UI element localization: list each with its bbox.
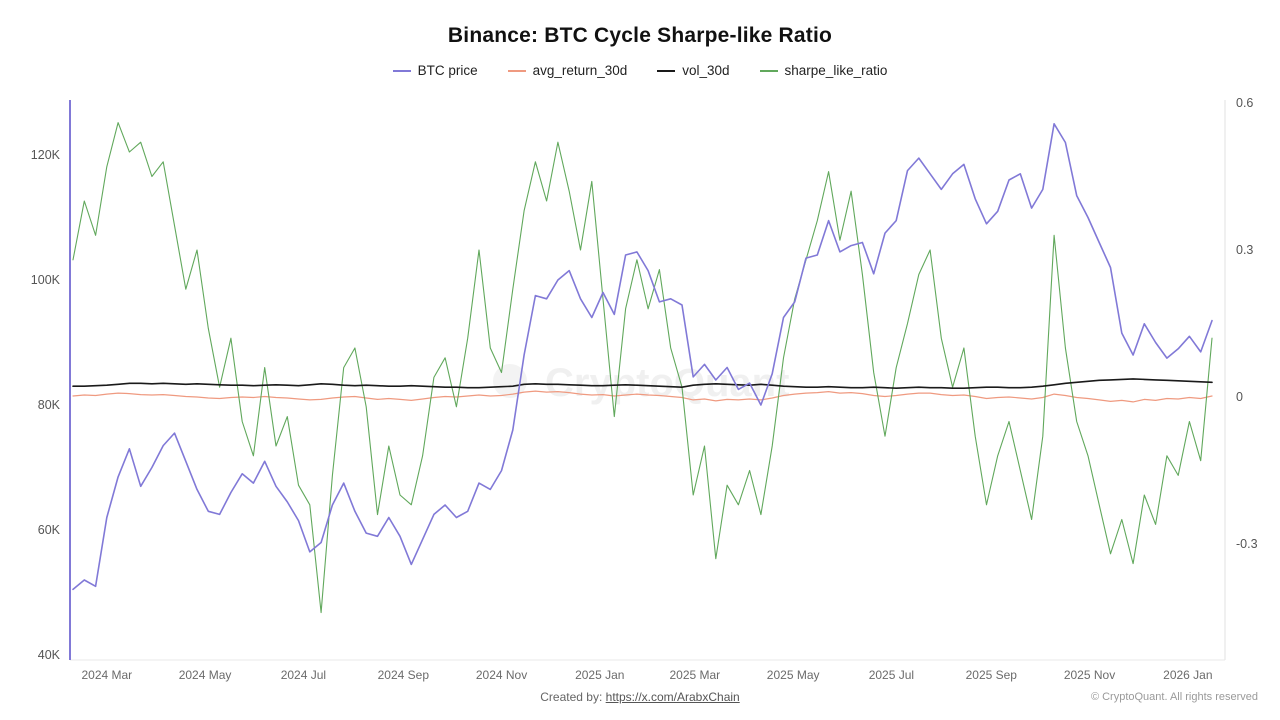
svg-text:120K: 120K <box>31 148 61 162</box>
sharpe-swatch-icon <box>759 69 778 72</box>
svg-text:2025 Nov: 2025 Nov <box>1064 668 1115 682</box>
series-line-vol-30d <box>72 378 1213 390</box>
vol-swatch-icon <box>657 69 676 72</box>
svg-text:2024 Jul: 2024 Jul <box>281 668 326 682</box>
svg-text:60K: 60K <box>38 523 61 537</box>
page-title: Binance: BTC Cycle Sharpe-like Ratio <box>447 24 833 47</box>
series-line-avg-return-30d <box>72 390 1213 403</box>
creator-link[interactable]: https://x.com/ArabxChain <box>605 690 740 704</box>
svg-text:2025 Mar: 2025 Mar <box>669 668 720 682</box>
svg-text:2025 Jan: 2025 Jan <box>575 668 624 682</box>
svg-text:-0.3: -0.3 <box>1236 537 1258 551</box>
legend-item-avg-return-30d[interactable]: avg_return_30d <box>507 63 628 78</box>
legend-label: sharpe_like_ratio <box>784 63 888 78</box>
avg-return-swatch-icon <box>507 69 526 72</box>
svg-text:2024 Nov: 2024 Nov <box>476 668 527 682</box>
svg-text:0.6: 0.6 <box>1236 96 1253 110</box>
svg-text:2025 Sep: 2025 Sep <box>966 668 1018 682</box>
svg-text:0: 0 <box>1236 390 1243 404</box>
series-line-btc-price <box>72 123 1213 591</box>
svg-text:2025 May: 2025 May <box>767 668 820 682</box>
svg-text:80K: 80K <box>38 398 61 412</box>
legend-label: avg_return_30d <box>532 63 628 78</box>
created-by: Created by: https://x.com/ArabxChain <box>0 690 1280 704</box>
svg-text:2024 May: 2024 May <box>179 668 232 682</box>
x-axis-ticks: 2024 Mar 2024 May 2024 Jul 2024 Sep 2024 Nov… <box>81 668 1212 682</box>
svg-text:0.3: 0.3 <box>1236 243 1253 257</box>
series-line-sharpe-like-ratio <box>72 122 1213 614</box>
svg-text:2024 Sep: 2024 Sep <box>378 668 430 682</box>
legend-item-vol-30d[interactable]: vol_30d <box>657 63 730 78</box>
svg-text:2026 Jan: 2026 Jan <box>1163 668 1212 682</box>
legend-item-sharpe-like-ratio[interactable]: sharpe_like_ratio <box>759 63 888 78</box>
btc-price-swatch-icon <box>392 69 411 72</box>
svg-text:2025 Jul: 2025 Jul <box>869 668 914 682</box>
svg-text:40K: 40K <box>38 648 61 662</box>
right-axis-ticks: -0.3 0 0.3 0.6 <box>1236 96 1258 551</box>
legend-label: BTC price <box>417 63 478 78</box>
legend-label: vol_30d <box>682 63 730 78</box>
left-axis-ticks: 40K 60K 80K 100K 120K <box>31 148 61 662</box>
legend-item-btc-price[interactable]: BTC price <box>392 63 478 78</box>
svg-text:2024 Mar: 2024 Mar <box>81 668 132 682</box>
svg-text:100K: 100K <box>31 273 61 287</box>
copyright-text: © CryptoQuant. All rights reserved <box>1090 691 1258 703</box>
created-by-label: Created by: <box>540 690 603 704</box>
chart-legend: BTC price avg_return_30d vol_30d sharpe_… <box>0 63 1280 78</box>
svg-text:CryptoQuant: CryptoQuant <box>545 361 789 405</box>
cryptoquant-watermark: CryptoQuant <box>493 361 789 405</box>
chart-footer: Created by: https://x.com/ArabxChain © C… <box>0 690 1280 710</box>
axes <box>69 100 1226 661</box>
